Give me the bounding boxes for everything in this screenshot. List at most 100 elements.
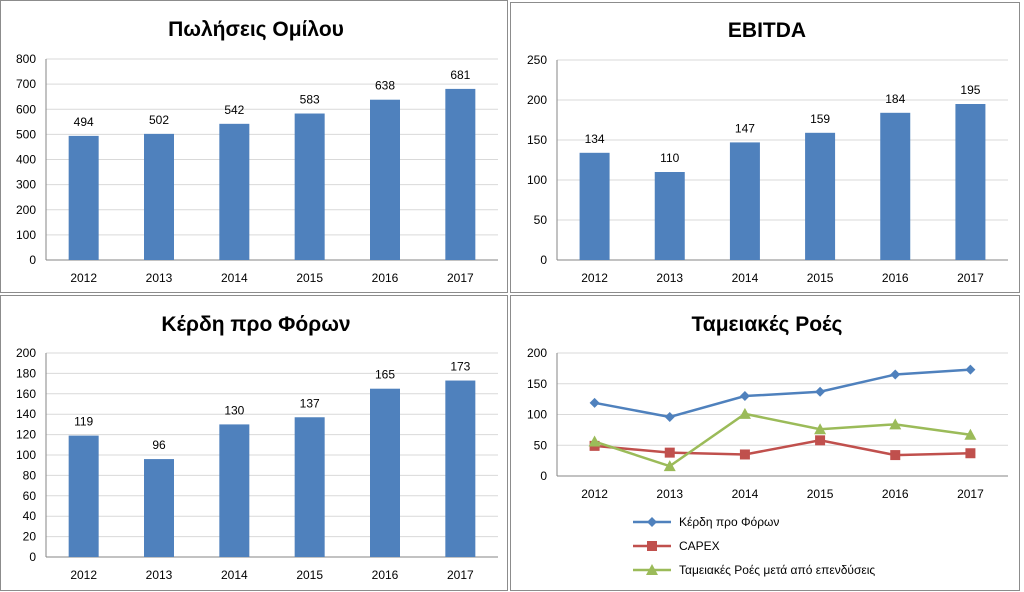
bar — [445, 88, 476, 261]
y-tick-label: 200 — [527, 346, 547, 360]
bar — [654, 172, 685, 260]
data-point-marker — [588, 435, 601, 447]
data-label: 134 — [585, 132, 605, 146]
bar — [955, 104, 986, 260]
data-point-marker — [814, 423, 827, 435]
data-label: 583 — [300, 93, 320, 107]
bar — [729, 142, 760, 260]
x-tick-label: 2017 — [447, 271, 474, 285]
bar — [68, 135, 99, 260]
y-tick-label: 600 — [16, 102, 36, 116]
bar — [219, 123, 250, 260]
x-tick-label: 2014 — [732, 271, 759, 285]
chart-panel-ebitda: EBITDA 0 50 100 150 200 250 2012 2013 2014 2015 20… — [510, 2, 1020, 293]
x-tick-label: 2014 — [732, 487, 759, 501]
data-point-marker — [739, 449, 750, 460]
bar — [144, 133, 174, 260]
bar — [445, 380, 476, 557]
pretax-profit-bar-chart: Κέρδη προ Φόρων 0 20 40 60 80 100 120 140 160 180… — [16, 313, 498, 582]
data-point-marker — [890, 450, 901, 461]
data-point-marker — [664, 447, 675, 458]
y-tick-label: 100 — [16, 228, 36, 242]
data-point-marker — [664, 411, 675, 422]
chart-title: EBITDA — [728, 19, 806, 42]
y-tick-label: 140 — [16, 407, 36, 421]
data-label: 110 — [660, 151, 679, 165]
x-tick-label: 2013 — [146, 568, 173, 582]
data-point-marker — [815, 386, 826, 397]
y-tick-label: 200 — [527, 93, 547, 107]
x-tick-label: 2015 — [296, 271, 323, 285]
y-tick-label: 250 — [527, 53, 547, 67]
x-tick-label: 2017 — [957, 271, 984, 285]
data-label: 542 — [224, 103, 244, 117]
x-tick-label: 2016 — [882, 487, 909, 501]
y-tick-label: 100 — [527, 408, 547, 422]
data-label: 130 — [224, 403, 244, 417]
x-tick-label: 2012 — [581, 487, 608, 501]
bar — [880, 112, 911, 260]
x-tick-label: 2015 — [807, 271, 834, 285]
data-label: 195 — [960, 83, 980, 97]
y-tick-label: 200 — [16, 203, 36, 217]
x-tick-label: 2016 — [372, 271, 399, 285]
y-tick-label: 200 — [16, 346, 36, 360]
y-tick-label: 150 — [527, 133, 547, 147]
data-label: 119 — [74, 415, 93, 429]
series-line — [594, 368, 971, 419]
x-tick-label: 2015 — [296, 568, 323, 582]
data-label: 681 — [450, 68, 470, 82]
data-point-marker — [965, 364, 976, 375]
x-tick-label: 2017 — [447, 568, 474, 582]
y-tick-label: 100 — [527, 173, 547, 187]
chart-title: Κέρδη προ Φόρων — [161, 313, 350, 336]
legend-label: CAPEX — [679, 539, 720, 553]
data-label: 494 — [74, 115, 94, 129]
y-tick-label: 180 — [16, 366, 36, 380]
y-tick-label: 160 — [16, 387, 36, 401]
x-tick-label: 2013 — [656, 487, 683, 501]
x-tick-label: 2015 — [807, 487, 834, 501]
data-point-marker — [965, 448, 976, 459]
data-point-marker — [889, 418, 902, 430]
bar — [370, 99, 400, 260]
x-tick-label: 2016 — [882, 271, 909, 285]
bar — [370, 388, 400, 557]
y-tick-label: 400 — [16, 153, 36, 167]
data-label: 638 — [375, 79, 395, 93]
y-tick-label: 50 — [534, 213, 548, 227]
y-tick-label: 150 — [527, 377, 547, 391]
ebitda-bar-chart: EBITDA 0 50 100 150 200 250 2012 2013 2014 2015 20… — [527, 19, 1008, 285]
legend-marker — [647, 517, 657, 527]
y-tick-label: 0 — [540, 253, 547, 267]
y-tick-label: 300 — [16, 178, 36, 192]
data-label: 502 — [149, 113, 169, 127]
data-point-marker — [815, 435, 826, 446]
data-label: 96 — [152, 438, 166, 452]
bar — [219, 424, 250, 557]
data-point-marker — [739, 391, 750, 402]
bar — [805, 132, 836, 260]
y-tick-label: 0 — [540, 469, 547, 483]
x-tick-label: 2012 — [581, 271, 608, 285]
y-tick-label: 800 — [16, 52, 36, 66]
y-tick-label: 20 — [23, 530, 37, 544]
data-label: 159 — [810, 112, 830, 126]
data-point-marker — [964, 428, 977, 440]
y-tick-label: 80 — [23, 468, 37, 482]
chart-panel-sales: Πωλήσεις Ομίλου 0 100 200 300 400 500 600 700 80… — [0, 0, 508, 293]
x-tick-label: 2017 — [957, 487, 984, 501]
data-label: 184 — [885, 92, 905, 106]
chart-panel-pretax-profit: Κέρδη προ Φόρων 0 20 40 60 80 100 120 140 160 180… — [0, 295, 508, 591]
y-tick-label: 40 — [23, 509, 37, 523]
data-point-marker — [738, 407, 751, 419]
x-tick-label: 2014 — [221, 568, 248, 582]
bar — [68, 435, 99, 557]
y-tick-label: 100 — [16, 448, 36, 462]
series-line — [594, 439, 971, 457]
chart-title: Πωλήσεις Ομίλου — [168, 18, 344, 41]
x-tick-label: 2013 — [656, 271, 683, 285]
legend-marker — [646, 564, 658, 575]
cash-flows-line-chart: Ταμειακές Ροές 0 50 100 150 200 2012 2013 2014 2… — [527, 313, 1008, 577]
bar — [294, 113, 325, 261]
